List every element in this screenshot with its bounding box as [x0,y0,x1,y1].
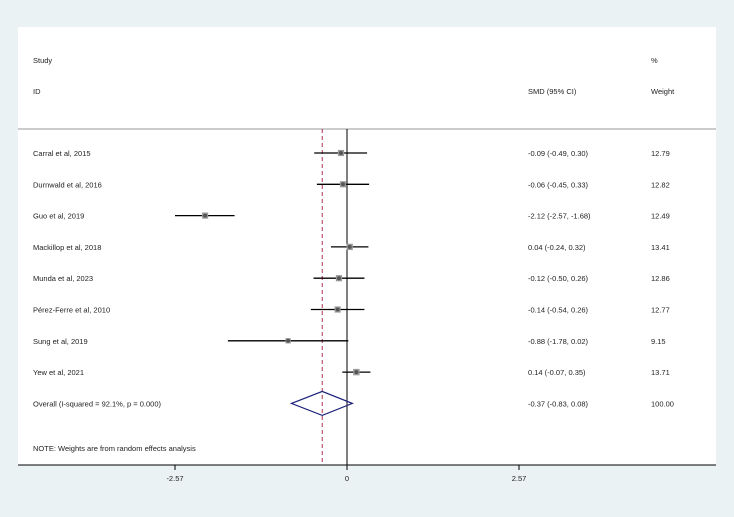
header-study: Study [33,56,52,65]
header-percent: % [651,56,658,65]
weight-text: 13.41 [651,243,670,252]
x-tick-label: 0 [345,474,349,483]
x-tick-label: -2.57 [166,474,183,483]
point-estimate [336,276,341,281]
study-label: Yew et al, 2021 [33,368,84,377]
ci-text: 0.04 (-0.24, 0.32) [528,243,586,252]
ci-text: -2.12 (-2.57, -1.68) [528,212,591,221]
header-weight: Weight [651,87,675,96]
point-estimate [354,370,359,375]
ci-text: -0.09 (-0.49, 0.30) [528,149,589,158]
study-label: Carral et al, 2015 [33,149,91,158]
weight-text: 13.71 [651,368,670,377]
ci-text: -0.06 (-0.45, 0.33) [528,180,589,189]
weight-text: 12.77 [651,306,670,315]
overall-label: Overall (I-squared = 92.1%, p = 0.000) [33,399,161,408]
point-estimate [338,151,343,155]
point-estimate [340,182,345,187]
ci-text: -0.12 (-0.50, 0.26) [528,274,589,283]
weight-text: 12.79 [651,149,670,158]
point-estimate [335,307,340,312]
x-tick-label: 2.57 [512,474,527,483]
study-label: Pérez-Ferre et al, 2010 [33,306,110,315]
weight-text: 12.49 [651,212,670,221]
study-label: Munda et al, 2023 [33,274,93,283]
overall-diamond [289,390,354,417]
overall-weight-text: 100.00 [651,399,674,408]
point-estimate [203,213,208,218]
ci-text: -0.88 (-1.78, 0.02) [528,337,589,346]
weight-text: 9.15 [651,337,666,346]
study-label: Guo et al, 2019 [33,212,84,221]
ci-text: 0.14 (-0.07, 0.35) [528,368,586,377]
study-label: Mackillop et al, 2018 [33,243,101,252]
header-id: ID [33,87,41,96]
point-estimate [286,338,291,343]
plot-panel [18,27,716,465]
overall-ci-text: -0.37 (-0.83, 0.08) [528,399,589,408]
header-effect: SMD (95% CI) [528,87,577,96]
study-label: Durnwald et al, 2016 [33,180,102,189]
point-estimate [347,244,352,249]
weight-text: 12.86 [651,274,670,283]
study-label: Sung et al, 2019 [33,337,88,346]
weight-text: 12.82 [651,180,670,189]
note-text: NOTE: Weights are from random effects an… [33,444,196,453]
ci-text: -0.14 (-0.54, 0.26) [528,306,589,315]
